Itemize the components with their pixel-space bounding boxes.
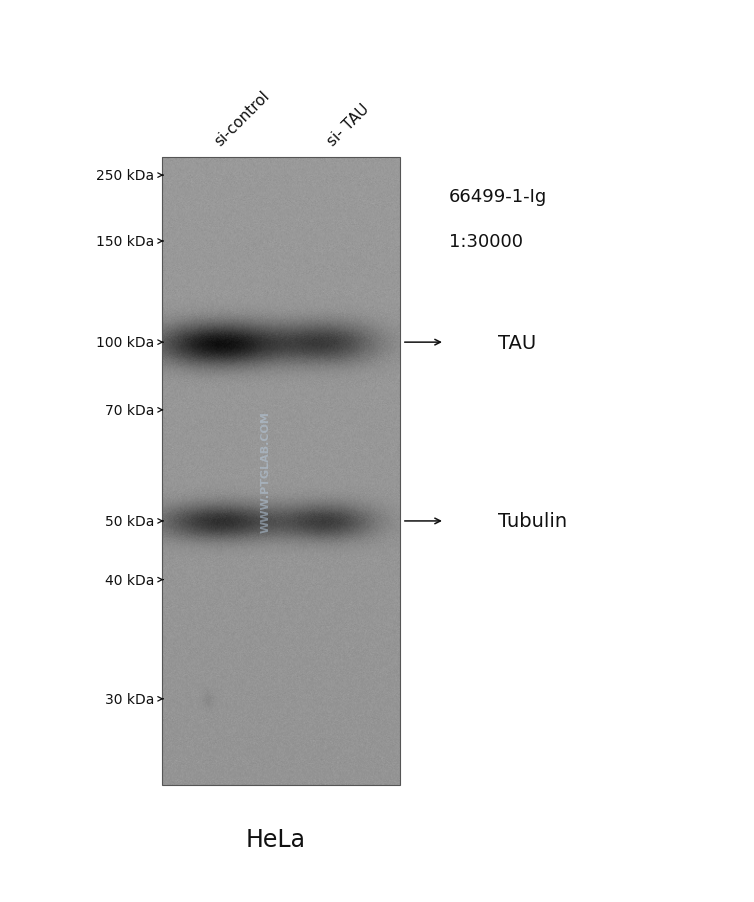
Text: si- TAU: si- TAU: [325, 101, 372, 149]
Text: 100 kDa: 100 kDa: [97, 336, 155, 350]
Bar: [162, 158, 400, 785]
Text: 250 kDa: 250 kDa: [97, 169, 155, 183]
Text: 1:30000: 1:30000: [449, 233, 523, 251]
Text: 30 kDa: 30 kDa: [106, 692, 155, 706]
Text: 50 kDa: 50 kDa: [106, 514, 155, 529]
Text: TAU: TAU: [498, 333, 536, 353]
Text: 150 kDa: 150 kDa: [97, 235, 155, 249]
Text: Tubulin: Tubulin: [498, 511, 567, 531]
Text: si-control: si-control: [212, 88, 272, 149]
Text: WWW.PTGLAB.COM: WWW.PTGLAB.COM: [261, 410, 271, 532]
Text: 66499-1-Ig: 66499-1-Ig: [449, 188, 547, 206]
Text: 70 kDa: 70 kDa: [106, 403, 155, 418]
Text: HeLa: HeLa: [245, 827, 305, 851]
Text: 40 kDa: 40 kDa: [106, 573, 155, 587]
